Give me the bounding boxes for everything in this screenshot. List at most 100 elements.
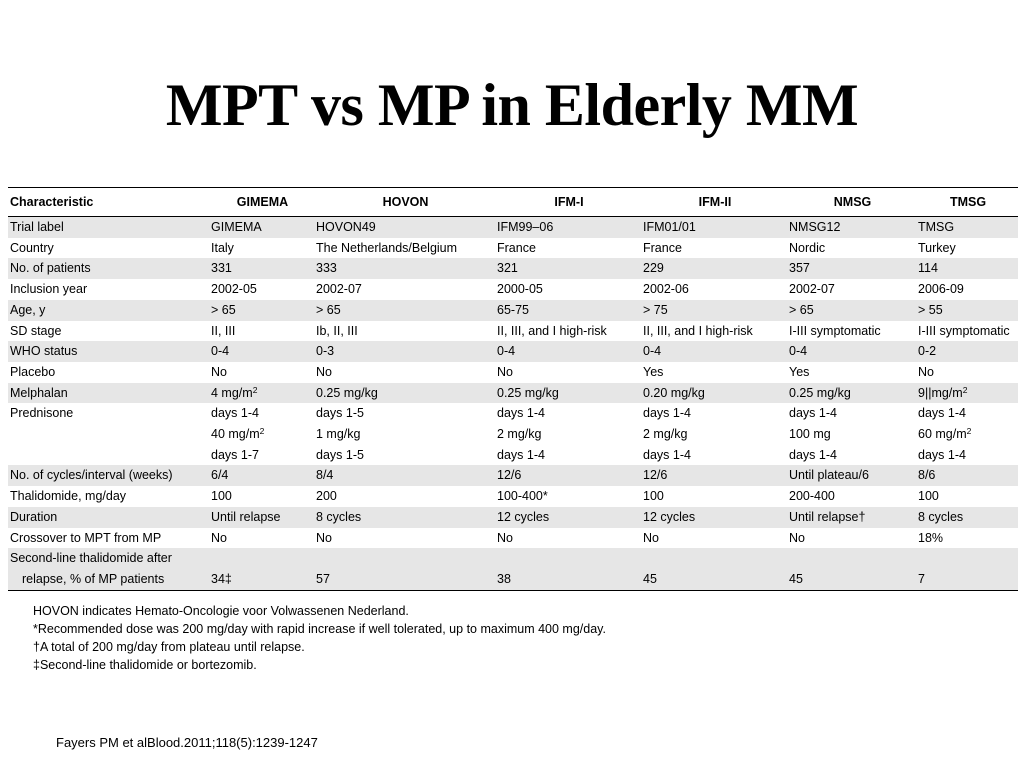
row-label: Placebo	[10, 364, 56, 379]
table-cell: days 1-4	[643, 447, 691, 462]
table-cell: days 1-4	[918, 447, 966, 462]
table-cell: days 1-4	[789, 406, 837, 421]
table-cell: 8/4	[314, 465, 495, 487]
table-cell: days 1-4	[643, 406, 691, 421]
table-cell: days 1-4	[918, 406, 966, 421]
table-cell: 100	[918, 489, 939, 504]
row-patients: No. of patients 331 333 321 229 357 114	[8, 258, 1018, 280]
table-cell: 357	[787, 258, 916, 280]
row-label-empty	[8, 424, 209, 445]
table-cell: days 1-4	[497, 447, 545, 462]
row-label: Duration	[8, 506, 209, 528]
row-label: Crossover to MPT from MP	[10, 530, 162, 545]
footnote: ‡Second-line thalidomide or bortezomib.	[33, 658, 257, 672]
table-cell: II, III, and I high-risk	[497, 323, 607, 338]
table-cell: days 1-5	[316, 447, 364, 462]
table-cell: No	[918, 364, 934, 379]
table-cell: 321	[495, 258, 641, 280]
table-cell: II, III	[211, 323, 236, 338]
table-cell: 0-3	[314, 341, 495, 362]
row-label: Country	[10, 240, 54, 255]
row-inclusion-year: Inclusion year 2002-05 2002-07 2000-05 2…	[8, 279, 1018, 300]
table-cell: Yes	[643, 364, 664, 379]
row-placebo: Placebo No No No Yes Yes No	[8, 362, 1018, 383]
table-cell: 18%	[918, 530, 944, 545]
table-cell: > 65	[209, 299, 314, 321]
table-cell: 2002-07	[316, 282, 362, 297]
table-cell: 200	[316, 489, 337, 504]
table-header-row: Characteristic GIMEMA HOVON IFM-I IFM-II…	[8, 187, 1018, 217]
table-cell: 12 cycles	[495, 506, 641, 528]
table-cell: II, III, and I high-risk	[643, 323, 753, 338]
table-cell: 12 cycles	[641, 506, 787, 528]
trial-characteristics-table: Characteristic GIMEMA HOVON IFM-I IFM-II…	[8, 187, 1018, 591]
header-ifm-ii: IFM-II	[641, 187, 787, 217]
table-cell: I-III symptomatic	[789, 323, 881, 338]
table-cell: 45	[641, 568, 787, 591]
table-cell: 0-4	[495, 341, 641, 362]
cell-text: 4 mg/m	[211, 385, 253, 400]
table-cell: 229	[641, 258, 787, 280]
table-cell: 4 mg/m2	[209, 382, 314, 404]
table-cell: 2 mg/kg	[643, 427, 688, 442]
row-label: SD stage	[10, 323, 62, 338]
table-cell: 2002-05	[211, 282, 257, 297]
table-cell: No	[643, 530, 659, 545]
row-label: Melphalan	[8, 382, 209, 404]
table-cell: 60 mg/m2	[916, 424, 1018, 445]
table-cell: No	[316, 364, 332, 379]
superscript: 2	[966, 426, 972, 437]
superscript: 2	[252, 384, 258, 395]
table-cell: 0.25 mg/kg	[495, 382, 641, 404]
table-cell: Until relapse	[209, 506, 314, 528]
header-hovon: HOVON	[314, 187, 495, 217]
table-cell: > 75	[641, 299, 787, 321]
table-cell: HOVON49	[314, 216, 495, 238]
table-cell: France	[497, 240, 536, 255]
row-prednisone-3: days 1-7 days 1-5 days 1-4 days 1-4 days…	[8, 445, 1018, 466]
table-cell: IFM99–06	[495, 216, 641, 238]
row-label: No. of cycles/interval (weeks)	[8, 465, 209, 487]
row-label: Inclusion year	[10, 282, 88, 297]
table-cell: No	[211, 530, 227, 545]
table-cell: GIMEMA	[209, 216, 314, 238]
table-cell: 331	[209, 258, 314, 280]
row-label: Thalidomide, mg/day	[10, 489, 127, 504]
table-cell: 1 mg/kg	[316, 427, 361, 442]
row-label-empty	[8, 445, 209, 466]
footnote: †A total of 200 mg/day from plateau unti…	[33, 640, 305, 654]
row-label: Prednisone	[10, 406, 74, 421]
row-crossover: Crossover to MPT from MP No No No No No …	[8, 528, 1018, 549]
table-cell: 6/4	[209, 465, 314, 487]
table-cell: Ib, II, III	[316, 323, 358, 338]
table-cell: > 55	[916, 299, 1018, 321]
row-cycles: No. of cycles/interval (weeks) 6/4 8/4 1…	[8, 465, 1018, 487]
table-cell: 0.20 mg/kg	[641, 382, 787, 404]
table-cell: 0.25 mg/kg	[787, 382, 916, 404]
cell-text: 60 mg/m	[918, 427, 967, 442]
table-cell: 100 mg	[789, 427, 831, 442]
row-prednisone-2: 40 mg/m2 1 mg/kg 2 mg/kg 2 mg/kg 100 mg …	[8, 424, 1018, 445]
citation: Fayers PM et alBlood.2011;118(5):1239-12…	[56, 735, 318, 750]
slide-title: MPT vs MP in Elderly MM	[165, 72, 859, 138]
table-cell: 2 mg/kg	[497, 427, 542, 442]
table-cell: 200-400	[789, 489, 835, 504]
table-cell: 40 mg/m2	[209, 424, 314, 445]
table-cell: 0.25 mg/kg	[314, 382, 495, 404]
table-cell: Italy	[211, 240, 234, 255]
header-gimema: GIMEMA	[209, 187, 314, 217]
table-cell: > 65	[314, 299, 495, 321]
table-cell: 8 cycles	[314, 506, 495, 528]
table-cell: 114	[916, 258, 1018, 280]
header-characteristic: Characteristic	[8, 187, 209, 217]
table-cell: 2002-07	[789, 282, 835, 297]
table-cell: 2000-05	[497, 282, 543, 297]
row-second-line-1: Second-line thalidomide after	[8, 548, 1018, 569]
table-cell: No	[211, 364, 227, 379]
footnote: HOVON indicates Hemato-Oncologie voor Vo…	[33, 604, 409, 618]
table-cell: 100	[211, 489, 232, 504]
table-cell: NMSG12	[787, 216, 916, 238]
table-cell: 7	[916, 568, 1018, 591]
table-cell: Until plateau/6	[787, 465, 916, 487]
table-cell: 0-2	[916, 341, 1018, 362]
